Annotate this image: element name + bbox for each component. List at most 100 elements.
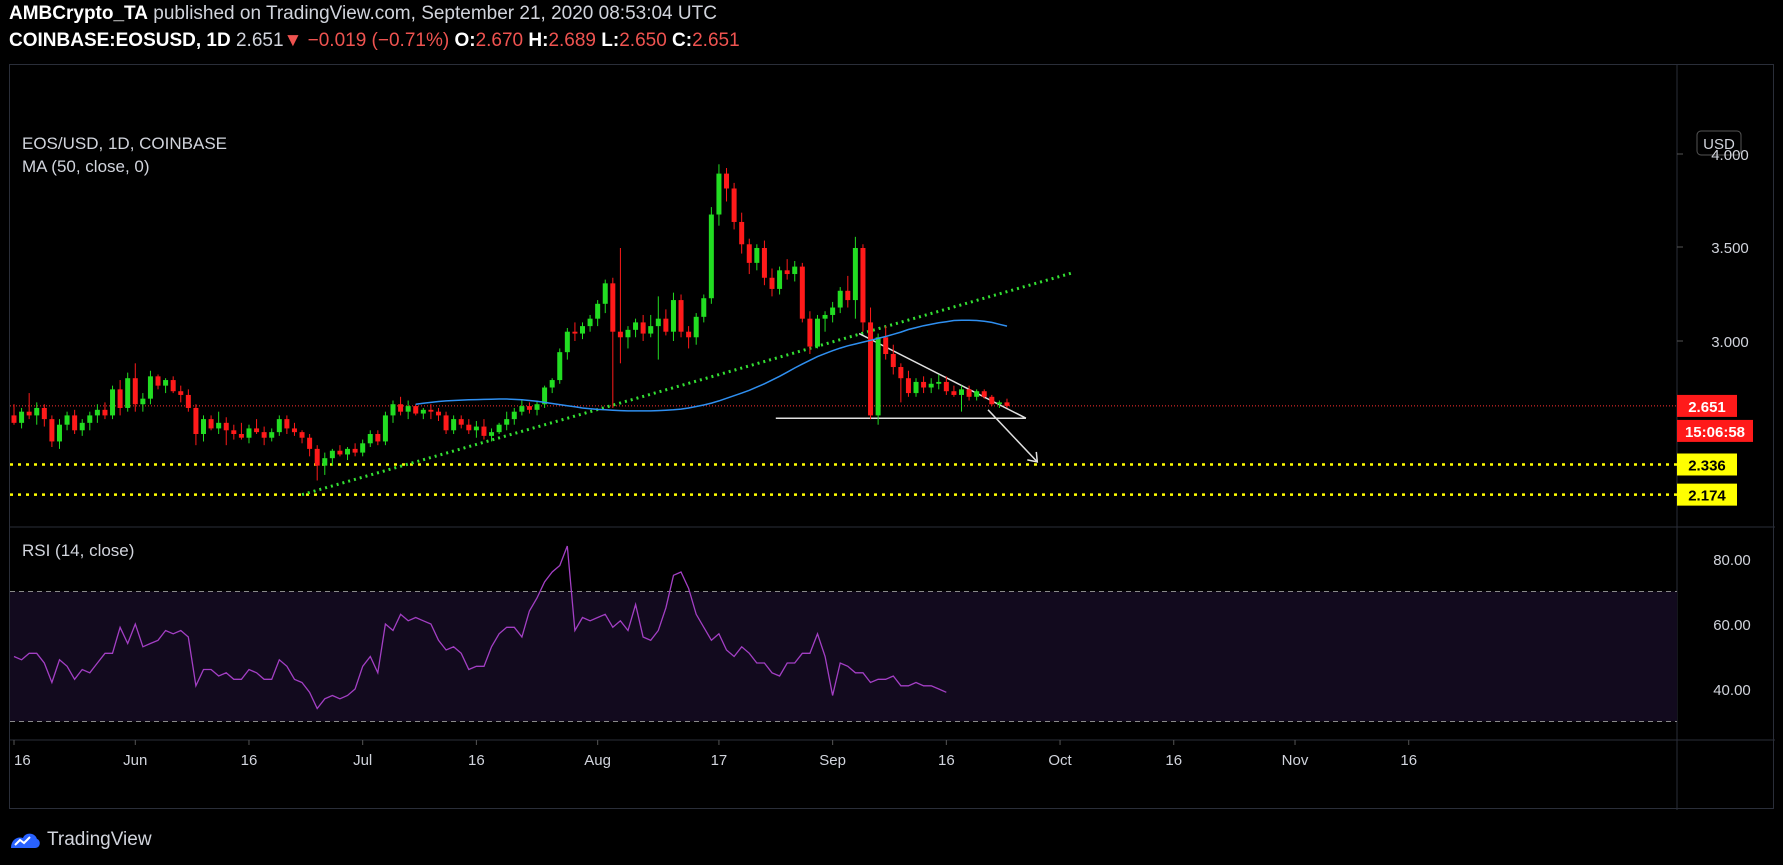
- candle-body[interactable]: [852, 248, 858, 301]
- candle-body[interactable]: [883, 337, 889, 355]
- candle-body[interactable]: [761, 248, 767, 278]
- candle-body[interactable]: [708, 214, 714, 299]
- candle-body[interactable]: [49, 419, 55, 442]
- candle-body[interactable]: [443, 415, 449, 431]
- candle-body[interactable]: [769, 277, 775, 289]
- author-name[interactable]: AMBCrypto_TA: [9, 3, 148, 24]
- candle-body[interactable]: [792, 266, 798, 275]
- candle-body[interactable]: [163, 380, 169, 386]
- candle-body[interactable]: [367, 434, 373, 444]
- candle-body[interactable]: [284, 419, 290, 429]
- candle-body[interactable]: [352, 448, 358, 453]
- candle-body[interactable]: [269, 432, 275, 438]
- candle-body[interactable]: [595, 303, 601, 319]
- candle-body[interactable]: [951, 391, 957, 395]
- candle-body[interactable]: [246, 428, 252, 438]
- candle-body[interactable]: [147, 376, 153, 399]
- candle-body[interactable]: [94, 409, 100, 416]
- candle-body[interactable]: [928, 383, 934, 388]
- candle-body[interactable]: [519, 406, 525, 412]
- candle-body[interactable]: [337, 450, 343, 455]
- ma50-line[interactable]: [415, 319, 1008, 412]
- candle-body[interactable]: [64, 415, 70, 425]
- candle-body[interactable]: [420, 409, 426, 414]
- candle-body[interactable]: [724, 173, 730, 189]
- candle-body[interactable]: [807, 318, 813, 347]
- candle-body[interactable]: [238, 434, 244, 438]
- rsi-legend[interactable]: RSI (14, close): [22, 541, 134, 560]
- candle-body[interactable]: [34, 407, 40, 416]
- candle-body[interactable]: [19, 411, 25, 423]
- candle-body[interactable]: [261, 432, 267, 438]
- candle-body[interactable]: [117, 389, 123, 408]
- tradingview-logo-icon[interactable]: [9, 830, 41, 850]
- candle-body[interactable]: [473, 426, 479, 431]
- candle-body[interactable]: [155, 376, 161, 386]
- candle-body[interactable]: [655, 318, 661, 327]
- candle-body[interactable]: [890, 354, 896, 368]
- candle-body[interactable]: [405, 406, 411, 412]
- candle-body[interactable]: [322, 458, 328, 466]
- candle-body[interactable]: [125, 378, 131, 408]
- candle-body[interactable]: [814, 318, 820, 347]
- candle-body[interactable]: [830, 307, 836, 315]
- candle-body[interactable]: [648, 326, 654, 334]
- candle-body[interactable]: [1004, 402, 1010, 406]
- candle-body[interactable]: [860, 248, 866, 323]
- candle-body[interactable]: [739, 221, 745, 245]
- candle-body[interactable]: [398, 404, 404, 412]
- candle-body[interactable]: [132, 378, 138, 405]
- candle-body[interactable]: [754, 248, 760, 263]
- candle-body[interactable]: [489, 432, 495, 436]
- candle-body[interactable]: [299, 432, 305, 438]
- candle-body[interactable]: [663, 318, 669, 332]
- candle-body[interactable]: [504, 419, 510, 425]
- candle-body[interactable]: [822, 314, 828, 319]
- candle-body[interactable]: [314, 448, 320, 466]
- candle-body[interactable]: [868, 322, 874, 416]
- candle-body[interactable]: [572, 331, 578, 334]
- candle-body[interactable]: [254, 428, 260, 433]
- candle-body[interactable]: [382, 415, 388, 442]
- candle-body[interactable]: [413, 406, 419, 414]
- candle-body[interactable]: [587, 318, 593, 327]
- candle-body[interactable]: [564, 331, 570, 353]
- candle-body[interactable]: [617, 331, 623, 338]
- candle-body[interactable]: [72, 415, 78, 431]
- tradingview-brand[interactable]: TradingView: [47, 829, 152, 850]
- candle-body[interactable]: [913, 381, 919, 394]
- candle-body[interactable]: [845, 290, 851, 301]
- candle-body[interactable]: [549, 380, 555, 388]
- candle-body[interactable]: [966, 389, 972, 397]
- candle-body[interactable]: [56, 424, 62, 442]
- candle-body[interactable]: [640, 322, 646, 334]
- candle-body[interactable]: [777, 270, 783, 289]
- candle-body[interactable]: [496, 424, 502, 433]
- candle-body[interactable]: [746, 244, 752, 263]
- candle-body[interactable]: [981, 391, 987, 397]
- candle-body[interactable]: [375, 434, 381, 442]
- candle-body[interactable]: [291, 428, 297, 433]
- candle-body[interactable]: [875, 337, 881, 416]
- candle-body[interactable]: [996, 402, 1002, 405]
- candle-body[interactable]: [458, 419, 464, 425]
- candle-body[interactable]: [610, 283, 616, 332]
- candle-body[interactable]: [534, 404, 540, 410]
- rsi-line[interactable]: [13, 545, 947, 710]
- candle-body[interactable]: [784, 270, 790, 275]
- ma-legend[interactable]: MA (50, close, 0): [22, 157, 150, 176]
- candle-body[interactable]: [466, 424, 472, 431]
- candle-body[interactable]: [87, 415, 93, 423]
- candle-body[interactable]: [731, 188, 737, 222]
- candle-body[interactable]: [799, 266, 805, 319]
- currency-button[interactable]: USD: [1703, 136, 1735, 153]
- candle-body[interactable]: [557, 352, 563, 381]
- candle-body[interactable]: [216, 422, 222, 429]
- candle-body[interactable]: [625, 329, 631, 338]
- candle-body[interactable]: [602, 283, 608, 304]
- candle-body[interactable]: [678, 300, 684, 332]
- candle-body[interactable]: [360, 443, 366, 453]
- candle-body[interactable]: [898, 367, 904, 379]
- pair-legend[interactable]: EOS/USD, 1D, COINBASE: [22, 134, 227, 153]
- candle-body[interactable]: [26, 411, 32, 416]
